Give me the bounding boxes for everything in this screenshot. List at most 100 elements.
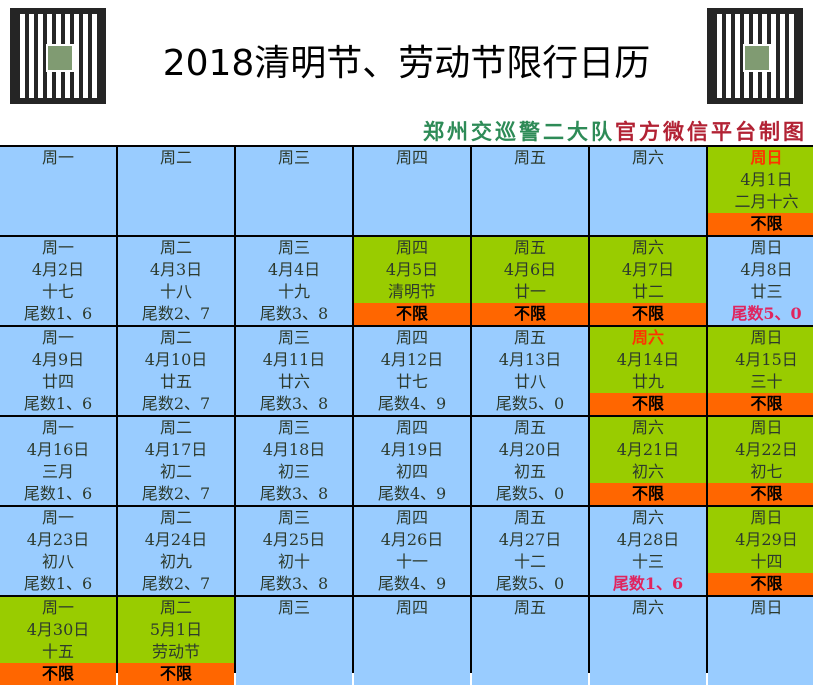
restriction-label: 尾数1、6 [23, 304, 93, 323]
calendar-day-cell: 周四 4月26日 十一 尾数4、9 [354, 507, 470, 595]
weekday-label: 周三 [277, 418, 310, 437]
date-label: 4月26日 [380, 530, 444, 549]
date-label: 4月5日 [385, 260, 439, 279]
restriction-label: 尾数2、7 [141, 484, 211, 503]
calendar-day-cell: 周五 4月13日 廿八 尾数5、0 [472, 327, 588, 415]
restriction-label: 不限 [354, 303, 470, 325]
calendar-day-cell: 周三 [236, 597, 352, 685]
calendar-grid: 周一 周二 周三 周四 周五 周六 周日 4月1日 二月十六 不限 周一 4月2日 十七 尾数1、6 周二 4… [0, 145, 813, 685]
calendar-day-cell: 周六 4月7日 廿二 不限 [590, 237, 706, 325]
qr-code-right [707, 8, 803, 104]
weekday-label: 周二 [159, 508, 192, 527]
restriction-label: 尾数4、9 [377, 484, 447, 503]
restriction-label: 尾数1、6 [23, 574, 93, 593]
restriction-label: 不限 [118, 663, 234, 685]
lunar-date-label: 十四 [750, 552, 783, 571]
restriction-label: 不限 [590, 483, 706, 505]
lunar-date-label: 廿九 [631, 372, 664, 391]
weekday-label: 周四 [395, 598, 428, 617]
restriction-label: 不限 [708, 483, 813, 505]
calendar-day-cell: 周四 4月19日 初四 尾数4、9 [354, 417, 470, 505]
date-label: 5月1日 [149, 620, 203, 639]
restriction-label: 尾数4、9 [377, 394, 447, 413]
lunar-date-label: 初三 [277, 462, 310, 481]
weekday-label: 周六 [631, 238, 664, 257]
lunar-date-label: 初二 [159, 462, 192, 481]
date-label: 4月29日 [735, 530, 798, 549]
restriction-label: 尾数4、9 [377, 574, 447, 593]
restriction-label: 尾数3、8 [259, 394, 329, 413]
restriction-label: 尾数3、8 [259, 304, 329, 323]
calendar-day-cell: 周一 [0, 147, 116, 235]
weekday-label: 周三 [277, 148, 310, 167]
lunar-date-label: 廿七 [395, 372, 428, 391]
lunar-date-label: 十八 [159, 282, 192, 301]
calendar-day-cell: 周一 4月9日 廿四 尾数1、6 [0, 327, 116, 415]
lunar-date-label: 十九 [277, 282, 310, 301]
date-label: 4月12日 [380, 350, 444, 369]
date-label: 4月22日 [735, 440, 798, 459]
subtitle-org: 郑州交巡警二大队 [423, 119, 615, 144]
calendar-day-cell: 周日 4月29日 十四 不限 [708, 507, 813, 595]
weekday-label: 周日 [750, 148, 783, 167]
lunar-date-label: 廿五 [159, 372, 192, 391]
calendar-day-cell: 周二 4月24日 初九 尾数2、7 [118, 507, 234, 595]
calendar-day-cell: 周五 4月27日 十二 尾数5、0 [472, 507, 588, 595]
date-label: 4月4日 [267, 260, 321, 279]
restriction-label: 尾数2、7 [141, 394, 211, 413]
weekday-label: 周二 [159, 148, 192, 167]
restriction-label: 不限 [708, 573, 813, 595]
weekday-label: 周六 [631, 598, 664, 617]
lunar-date-label: 初七 [750, 462, 783, 481]
restriction-label: 不限 [708, 213, 813, 235]
date-label: 4月19日 [380, 440, 444, 459]
calendar-day-cell: 周一 4月30日 十五 不限 [0, 597, 116, 685]
date-label: 4月10日 [144, 350, 208, 369]
weekday-label: 周一 [41, 148, 74, 167]
date-label: 4月20日 [498, 440, 562, 459]
date-label: 4月23日 [26, 530, 90, 549]
date-label: 4月3日 [149, 260, 203, 279]
calendar-day-cell: 周四 4月5日清明节不限 [354, 237, 470, 325]
weekday-label: 周六 [631, 148, 664, 167]
weekday-label: 周三 [277, 598, 310, 617]
calendar-day-cell: 周四 4月12日 廿七 尾数4、9 [354, 327, 470, 415]
restriction-label: 不限 [590, 393, 706, 415]
lunar-date-label: 十一 [395, 552, 428, 571]
date-label: 4月8日 [740, 260, 793, 279]
restriction-label: 尾数5、0 [495, 394, 565, 413]
calendar-day-cell: 周日 [708, 597, 813, 685]
date-label: 4月14日 [616, 350, 680, 369]
lunar-date-label: 廿一 [513, 282, 546, 301]
header: 2018清明节、劳动节限行日历 [0, 0, 813, 115]
weekday-label: 周三 [277, 508, 310, 527]
date-label: 4月27日 [498, 530, 562, 549]
weekday-label: 周一 [41, 418, 74, 437]
calendar-day-cell: 周五 4月6日 廿一 不限 [472, 237, 588, 325]
calendar-day-cell: 周一 4月2日 十七 尾数1、6 [0, 237, 116, 325]
weekday-label: 周日 [750, 598, 783, 617]
date-label: 4月11日 [262, 350, 326, 369]
date-label: 4月15日 [735, 350, 798, 369]
restriction-label: 不限 [472, 303, 588, 325]
weekday-label: 周四 [395, 238, 428, 257]
weekday-label: 周四 [395, 148, 428, 167]
lunar-date-label: 三月 [41, 462, 74, 481]
date-label: 4月25日 [262, 530, 326, 549]
lunar-date-label: 十七 [41, 282, 74, 301]
restriction-label: 不限 [590, 303, 706, 325]
weekday-label: 周二 [159, 418, 192, 437]
calendar-day-cell: 周二 [118, 147, 234, 235]
page-title: 2018清明节、劳动节限行日历 [162, 43, 651, 84]
lunar-date-label: 初六 [631, 462, 664, 481]
lunar-date-label: 劳动节 [151, 642, 200, 661]
date-label: 4月6日 [503, 260, 557, 279]
date-label: 4月24日 [144, 530, 208, 549]
calendar-day-cell: 周五 [472, 597, 588, 685]
lunar-date-label: 初十 [277, 552, 310, 571]
lunar-date-label: 十二 [513, 552, 546, 571]
calendar-day-cell: 周四 [354, 597, 470, 685]
restriction-label: 尾数3、8 [259, 484, 329, 503]
lunar-date-label: 廿六 [277, 372, 310, 391]
lunar-date-label: 清明节 [387, 282, 436, 301]
